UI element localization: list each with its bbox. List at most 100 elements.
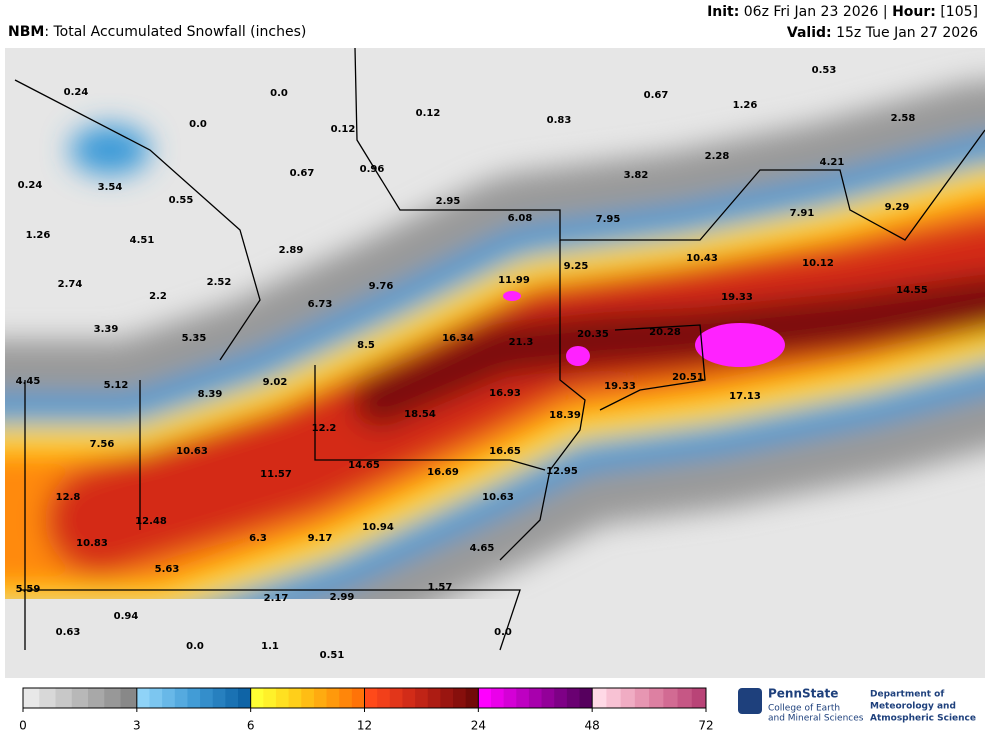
point-label: 2.99 — [330, 592, 355, 603]
colorbar-swatch — [238, 688, 252, 708]
colorbar-swatch — [212, 688, 226, 708]
point-label: 20.51 — [672, 372, 704, 383]
colorbar-swatch — [541, 688, 555, 708]
colorbar-swatch — [465, 688, 479, 708]
colorbar-swatch — [634, 688, 650, 708]
point-label: 8.39 — [198, 389, 223, 400]
point-label: 1.26 — [733, 100, 758, 111]
colorbar-swatch — [554, 688, 568, 708]
point-label: 8.5 — [357, 340, 375, 351]
point-label: 16.93 — [489, 388, 521, 399]
point-label: 0.63 — [56, 627, 81, 638]
point-label: 6.3 — [249, 533, 267, 544]
colorbar-swatch — [478, 688, 492, 708]
colorbar-tick-label: 6 — [247, 719, 255, 733]
point-label: 10.94 — [362, 522, 394, 533]
branding: PennState College of Earth and Mineral S… — [738, 687, 976, 724]
colorbar-tick-label: 48 — [585, 719, 600, 733]
point-label: 4.51 — [130, 235, 155, 246]
point-label: 0.0 — [270, 88, 288, 99]
point-label: 12.8 — [56, 492, 81, 503]
point-label: 3.39 — [94, 324, 119, 335]
colorbar-swatch — [649, 688, 664, 708]
point-label: 5.12 — [104, 380, 129, 391]
colorbar-swatch — [453, 688, 467, 708]
point-label: 18.39 — [549, 410, 581, 421]
point-label: 2.17 — [264, 593, 289, 604]
colorbar-swatch — [250, 688, 264, 708]
point-label: 20.35 — [577, 329, 609, 340]
colorbar-swatch — [663, 688, 679, 708]
point-label: 0.53 — [812, 65, 837, 76]
colorbar-swatch — [23, 688, 40, 708]
colorbar-swatch — [149, 688, 163, 708]
colorbar-swatch — [104, 688, 122, 708]
point-label: 12.48 — [135, 516, 167, 527]
point-label: 4.45 — [16, 376, 41, 387]
point-label: 6.73 — [308, 299, 333, 310]
point-label: 3.82 — [624, 170, 649, 181]
point-label: 14.55 — [896, 285, 928, 296]
point-label: 10.83 — [76, 538, 108, 549]
colorbar-swatch — [174, 688, 188, 708]
colorbar-tick-label: 72 — [698, 719, 713, 733]
point-label: 1.26 — [26, 230, 51, 241]
colorbar-swatch — [364, 688, 378, 708]
point-label: 21.3 — [509, 337, 534, 348]
college: and Mineral Sciences — [768, 714, 864, 724]
init: Init: 06z Fri Jan 23 2026 | Hour: [105] — [707, 4, 978, 20]
point-label: 5.59 — [16, 584, 41, 595]
point-label: 0.0 — [186, 641, 204, 652]
colorbar-swatch — [377, 688, 391, 708]
point-label: 12.2 — [312, 423, 337, 434]
colorbar-swatch — [691, 688, 707, 708]
point-label: 2.89 — [279, 245, 304, 256]
colorbar-tick-label: 0 — [19, 719, 27, 733]
colorbar-swatch — [503, 688, 517, 708]
point-label: 11.99 — [498, 275, 530, 286]
point-label: 2.74 — [58, 279, 83, 290]
college: College of Earth — [768, 704, 840, 714]
colorbar-swatch — [136, 688, 150, 708]
point-label: 10.63 — [176, 446, 208, 457]
point-label: 0.67 — [644, 90, 669, 101]
colorbar-swatch — [606, 688, 622, 708]
point-label: 17.13 — [729, 391, 761, 402]
point-label: 10.63 — [482, 492, 514, 503]
colorbar-swatch — [592, 688, 607, 708]
point-label: 0.24 — [64, 87, 89, 98]
uni: PennState — [768, 687, 838, 701]
colorbar-swatch — [71, 688, 89, 708]
dept: Department of — [870, 690, 944, 700]
colorbar-swatch — [263, 688, 277, 708]
point-label: 0.96 — [360, 164, 385, 175]
point-label: 0.0 — [189, 119, 207, 130]
point-label: 0.67 — [290, 168, 315, 179]
dept: Meteorology and — [870, 702, 956, 712]
point-label: 5.63 — [155, 564, 180, 575]
colorbar-swatch — [301, 688, 315, 708]
colorbar-swatch — [427, 688, 441, 708]
colorbar-swatch — [39, 688, 57, 708]
point-label: 0.83 — [547, 115, 572, 126]
point-label: 20.28 — [649, 327, 681, 338]
point-label: 12.95 — [546, 466, 578, 477]
colorbar-swatch — [516, 688, 530, 708]
colorbar-swatch — [490, 688, 505, 708]
point-label: 19.33 — [604, 381, 636, 392]
point-label: 6.08 — [508, 213, 533, 224]
point-label: 0.94 — [114, 611, 139, 622]
point-label: 9.17 — [308, 533, 333, 544]
colorbar-swatch — [339, 688, 353, 708]
point-label: 4.21 — [820, 157, 845, 168]
valid: Valid: 15z Tue Jan 27 2026 — [787, 25, 978, 41]
point-label: 16.65 — [489, 446, 521, 457]
point-label: 18.54 — [404, 409, 436, 420]
point-label: 0.12 — [331, 124, 356, 135]
point-label: 2.2 — [149, 291, 167, 302]
colorbar-swatch — [88, 688, 105, 708]
point-label: 9.25 — [564, 261, 589, 272]
colorbar-swatch — [579, 688, 593, 708]
colorbar-swatch — [528, 688, 543, 708]
